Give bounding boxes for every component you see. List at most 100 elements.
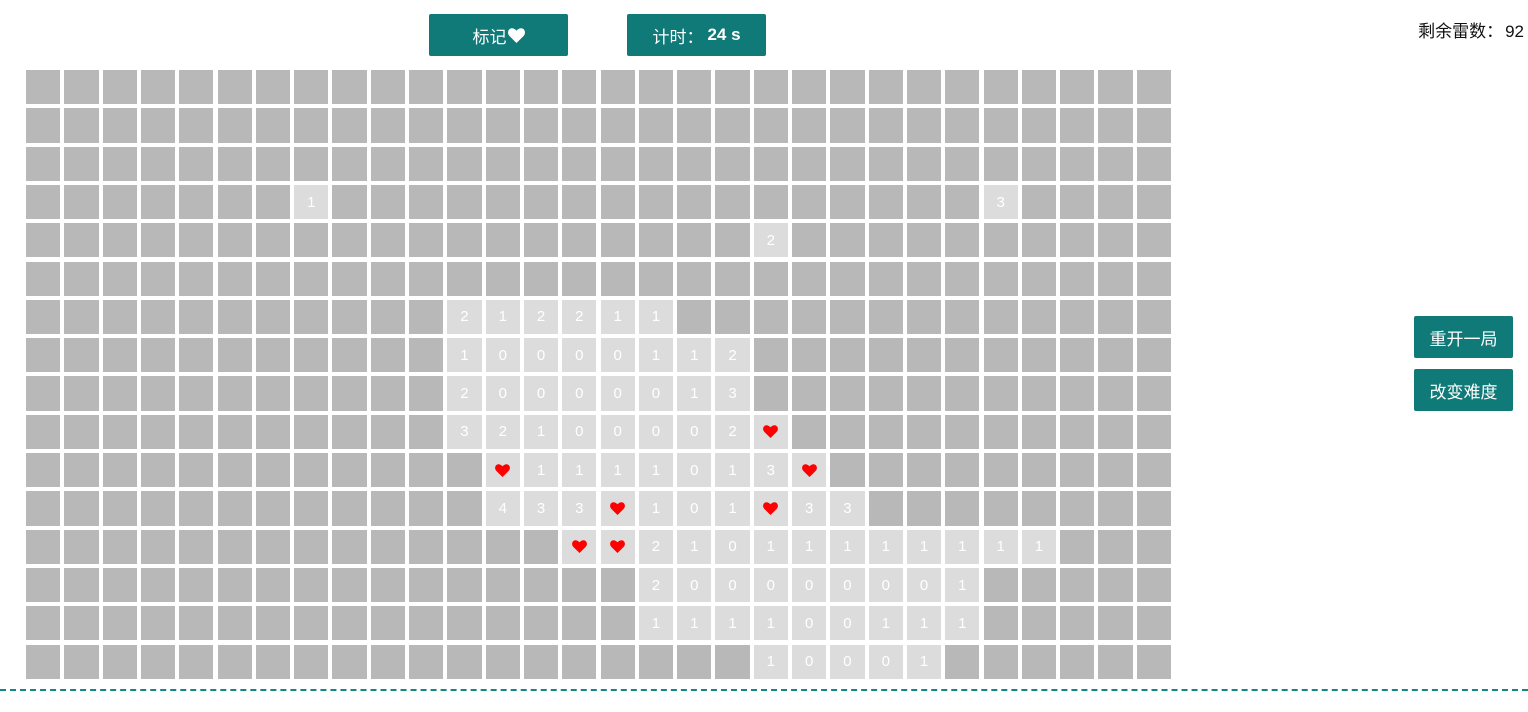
- unopened-cell[interactable]: [983, 606, 1018, 641]
- unopened-cell[interactable]: [830, 453, 865, 488]
- unopened-cell[interactable]: [906, 184, 942, 220]
- unopened-cell[interactable]: [1136, 338, 1171, 373]
- unopened-cell[interactable]: [983, 108, 1018, 143]
- unopened-cell[interactable]: [523, 529, 559, 564]
- unopened-cell[interactable]: [677, 146, 712, 181]
- unopened-cell[interactable]: [179, 644, 214, 679]
- unopened-cell[interactable]: [370, 146, 405, 181]
- unopened-cell[interactable]: [868, 146, 903, 181]
- unopened-cell[interactable]: [26, 338, 61, 373]
- unopened-cell[interactable]: [523, 223, 559, 258]
- unopened-cell[interactable]: [792, 414, 827, 449]
- unopened-cell[interactable]: [1098, 261, 1133, 296]
- unopened-cell[interactable]: [523, 567, 559, 603]
- unopened-cell[interactable]: [983, 644, 1018, 679]
- flagged-cell[interactable]: [485, 453, 520, 488]
- unopened-cell[interactable]: [294, 376, 329, 411]
- unopened-cell[interactable]: [332, 606, 367, 641]
- unopened-cell[interactable]: [945, 414, 980, 449]
- unopened-cell[interactable]: [792, 108, 827, 143]
- unopened-cell[interactable]: [409, 146, 444, 181]
- unopened-cell[interactable]: [64, 261, 99, 296]
- unopened-cell[interactable]: [26, 606, 61, 641]
- unopened-cell[interactable]: [1060, 261, 1095, 296]
- unopened-cell[interactable]: [255, 414, 291, 449]
- unopened-cell[interactable]: [217, 223, 252, 258]
- flagged-cell[interactable]: [792, 453, 827, 488]
- unopened-cell[interactable]: [600, 108, 635, 143]
- unopened-cell[interactable]: [217, 146, 252, 181]
- unopened-cell[interactable]: [906, 70, 942, 105]
- unopened-cell[interactable]: [792, 70, 827, 105]
- flagged-cell[interactable]: [600, 529, 635, 564]
- unopened-cell[interactable]: [332, 644, 367, 679]
- unopened-cell[interactable]: [179, 223, 214, 258]
- unopened-cell[interactable]: [523, 644, 559, 679]
- unopened-cell[interactable]: [983, 491, 1018, 526]
- unopened-cell[interactable]: [179, 338, 214, 373]
- unopened-cell[interactable]: [868, 414, 903, 449]
- unopened-cell[interactable]: [332, 376, 367, 411]
- unopened-cell[interactable]: [600, 644, 635, 679]
- unopened-cell[interactable]: [562, 70, 597, 105]
- unopened-cell[interactable]: [753, 299, 788, 335]
- unopened-cell[interactable]: [983, 453, 1018, 488]
- unopened-cell[interactable]: [409, 338, 444, 373]
- unopened-cell[interactable]: [715, 108, 750, 143]
- unopened-cell[interactable]: [140, 491, 176, 526]
- unopened-cell[interactable]: [1136, 261, 1171, 296]
- unopened-cell[interactable]: [140, 184, 176, 220]
- unopened-cell[interactable]: [638, 108, 674, 143]
- unopened-cell[interactable]: [906, 338, 942, 373]
- unopened-cell[interactable]: [217, 414, 252, 449]
- unopened-cell[interactable]: [102, 70, 137, 105]
- unopened-cell[interactable]: [217, 376, 252, 411]
- unopened-cell[interactable]: [1136, 184, 1171, 220]
- unopened-cell[interactable]: [983, 567, 1018, 603]
- unopened-cell[interactable]: [64, 70, 99, 105]
- unopened-cell[interactable]: [64, 453, 99, 488]
- unopened-cell[interactable]: [255, 376, 291, 411]
- unopened-cell[interactable]: [1136, 453, 1171, 488]
- unopened-cell[interactable]: [370, 644, 405, 679]
- unopened-cell[interactable]: [1136, 644, 1171, 679]
- unopened-cell[interactable]: [983, 299, 1018, 335]
- unopened-cell[interactable]: [26, 223, 61, 258]
- unopened-cell[interactable]: [332, 529, 367, 564]
- unopened-cell[interactable]: [409, 223, 444, 258]
- unopened-cell[interactable]: [1136, 376, 1171, 411]
- unopened-cell[interactable]: [294, 567, 329, 603]
- unopened-cell[interactable]: [485, 184, 520, 220]
- unopened-cell[interactable]: [1021, 644, 1057, 679]
- unopened-cell[interactable]: [332, 453, 367, 488]
- unopened-cell[interactable]: [26, 299, 61, 335]
- unopened-cell[interactable]: [102, 491, 137, 526]
- unopened-cell[interactable]: [792, 184, 827, 220]
- unopened-cell[interactable]: [179, 414, 214, 449]
- unopened-cell[interactable]: [217, 644, 252, 679]
- unopened-cell[interactable]: [562, 184, 597, 220]
- unopened-cell[interactable]: [830, 376, 865, 411]
- unopened-cell[interactable]: [1098, 70, 1133, 105]
- flagged-cell[interactable]: [753, 491, 788, 526]
- unopened-cell[interactable]: [1060, 453, 1095, 488]
- unopened-cell[interactable]: [370, 338, 405, 373]
- unopened-cell[interactable]: [600, 70, 635, 105]
- unopened-cell[interactable]: [332, 146, 367, 181]
- unopened-cell[interactable]: [792, 376, 827, 411]
- unopened-cell[interactable]: [753, 70, 788, 105]
- change-difficulty-button[interactable]: 改变难度: [1414, 369, 1513, 411]
- unopened-cell[interactable]: [485, 70, 520, 105]
- unopened-cell[interactable]: [983, 414, 1018, 449]
- unopened-cell[interactable]: [64, 529, 99, 564]
- unopened-cell[interactable]: [1098, 299, 1133, 335]
- unopened-cell[interactable]: [1098, 146, 1133, 181]
- unopened-cell[interactable]: [792, 146, 827, 181]
- unopened-cell[interactable]: [1021, 338, 1057, 373]
- unopened-cell[interactable]: [715, 146, 750, 181]
- unopened-cell[interactable]: [638, 223, 674, 258]
- unopened-cell[interactable]: [906, 223, 942, 258]
- unopened-cell[interactable]: [294, 261, 329, 296]
- unopened-cell[interactable]: [1021, 70, 1057, 105]
- unopened-cell[interactable]: [294, 70, 329, 105]
